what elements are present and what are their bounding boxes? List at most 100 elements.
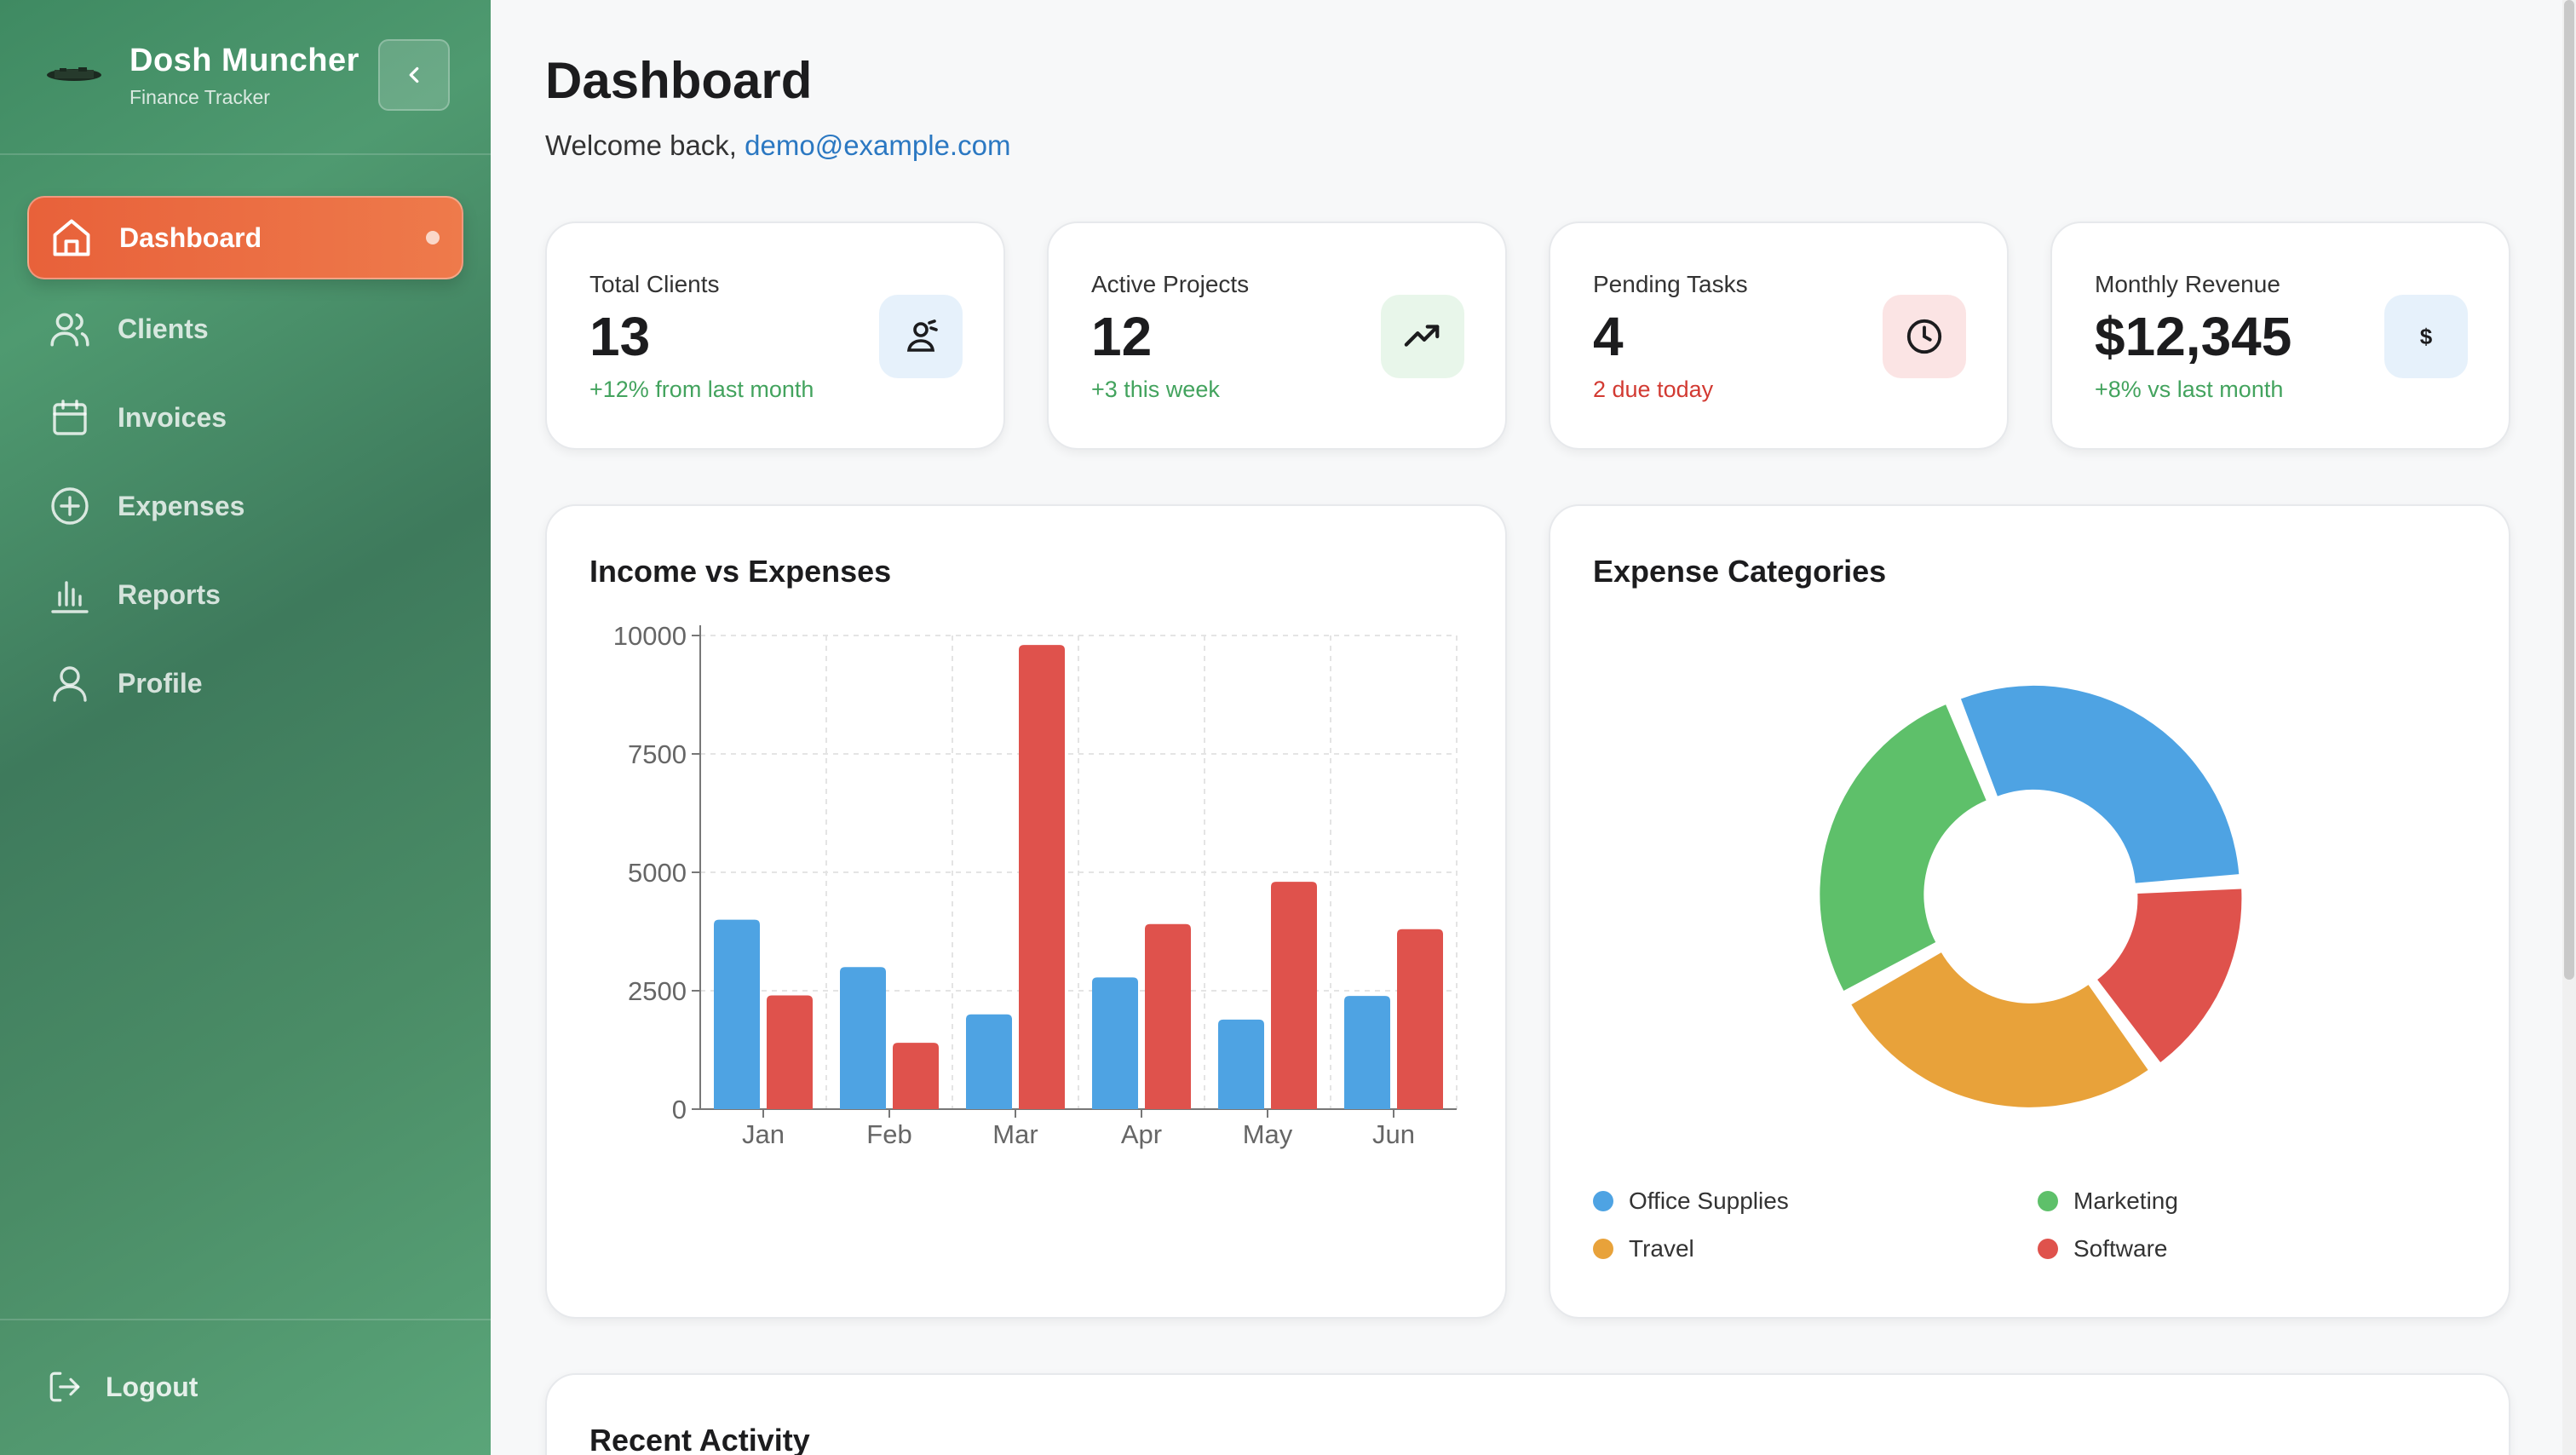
plus-circle-icon xyxy=(48,484,92,528)
sidebar-item-clients[interactable]: Clients xyxy=(27,287,463,371)
legend-label: Software xyxy=(2073,1235,2168,1262)
bar[interactable] xyxy=(1218,1019,1264,1109)
x-tick-label: Mar xyxy=(992,1119,1038,1149)
logout-button[interactable]: Logout xyxy=(46,1368,198,1406)
y-tick-label: 7500 xyxy=(628,739,687,769)
scrollbar-thumb[interactable] xyxy=(2564,0,2574,980)
sidebar-item-invoices[interactable]: Invoices xyxy=(27,376,463,459)
legend-dot xyxy=(2038,1239,2058,1259)
bar-chart-icon xyxy=(48,572,92,617)
stat-value: 13 xyxy=(589,306,651,367)
income-expenses-chart: 0 2500 5000 7500 10000 Jan Feb Mar Apr May Jun xyxy=(613,621,1458,1149)
x-tick-label: Jun xyxy=(1372,1119,1415,1149)
sidebar-item-label: Dashboard xyxy=(119,221,262,253)
legend-label: Travel xyxy=(1629,1235,1694,1262)
logout-label: Logout xyxy=(106,1371,198,1402)
stat-value: $12,345 xyxy=(2095,306,2292,367)
welcome-prefix: Welcome back, xyxy=(545,129,737,161)
chevron-left-icon xyxy=(409,66,419,83)
app-title: Dosh Muncher xyxy=(129,43,359,78)
sidebar-item-reports[interactable]: Reports xyxy=(27,553,463,636)
bar[interactable] xyxy=(1397,929,1443,1109)
stat-change: 2 due today xyxy=(1593,377,1714,402)
x-tick-label: Jan xyxy=(742,1119,785,1149)
income-expenses-panel: Income vs Expenses 0 2500 5000 7500 10000 Jan… xyxy=(545,504,1507,1319)
legend-item: Travel xyxy=(1593,1235,1694,1262)
stat-change: +8% vs last month xyxy=(2095,377,2284,402)
sidebar-item-label: Expenses xyxy=(118,490,245,521)
stat-value: 4 xyxy=(1593,306,1624,367)
legend-item: Office Supplies xyxy=(1593,1188,1789,1215)
stat-card-monthly-revenue: Monthly Revenue $12,345 +8% vs last mont… xyxy=(2050,221,2510,450)
legend-label: Office Supplies xyxy=(1629,1188,1789,1214)
active-dot xyxy=(426,231,440,244)
brand: Dosh Muncher Finance Tracker xyxy=(0,0,491,155)
bar[interactable] xyxy=(1092,977,1138,1109)
sidebar-item-label: Profile xyxy=(118,667,203,699)
pie-slice[interactable] xyxy=(2097,889,2242,1062)
legend-item: Marketing xyxy=(2038,1188,2178,1215)
panel-title: Recent Activity xyxy=(589,1423,810,1455)
user-icon xyxy=(48,661,92,705)
y-tick-label: 0 xyxy=(672,1095,687,1124)
bar[interactable] xyxy=(893,1043,939,1109)
collapse-sidebar-button[interactable] xyxy=(378,39,450,111)
sidebar-item-dashboard[interactable]: Dashboard xyxy=(27,196,463,279)
calendar-icon xyxy=(48,395,92,440)
users-icon xyxy=(48,307,92,351)
bar[interactable] xyxy=(1019,645,1065,1109)
bar[interactable] xyxy=(1271,882,1317,1109)
panel-title: Income vs Expenses xyxy=(589,554,892,589)
stat-label: Active Projects xyxy=(1091,271,1250,297)
page-title: Dashboard xyxy=(545,52,813,109)
dollar-glyph: $ xyxy=(2419,323,2433,349)
dollar-icon: $ xyxy=(2384,295,2468,378)
bar[interactable] xyxy=(966,1014,1012,1109)
stat-card-active-projects: Active Projects 12 +3 this week xyxy=(1047,221,1507,450)
pie-slice[interactable] xyxy=(1851,952,2148,1107)
stat-change: +12% from last month xyxy=(589,377,814,402)
logout-icon xyxy=(46,1368,83,1406)
stat-label: Monthly Revenue xyxy=(2095,271,2280,297)
y-tick-label: 10000 xyxy=(613,621,687,651)
bar[interactable] xyxy=(1145,923,1191,1109)
stat-change: +3 this week xyxy=(1091,377,1220,402)
recent-activity-panel: Recent Activity xyxy=(545,1373,2510,1455)
legend-dot xyxy=(1593,1191,1613,1211)
bar[interactable] xyxy=(714,919,760,1109)
panel-title: Expense Categories xyxy=(1593,554,1887,589)
legend-dot xyxy=(2038,1191,2058,1211)
chart-grid xyxy=(700,635,1458,1109)
bar[interactable] xyxy=(840,967,886,1109)
user-email-link[interactable]: demo@example.com xyxy=(745,129,1011,161)
pie-slice[interactable] xyxy=(1820,704,1987,991)
x-tick-label: Apr xyxy=(1121,1119,1162,1149)
legend-label: Marketing xyxy=(2073,1188,2178,1214)
trending-up-icon xyxy=(1381,295,1464,378)
stat-label: Pending Tasks xyxy=(1593,271,1748,297)
expense-categories-chart xyxy=(1820,685,2242,1107)
sidebar: Dosh Muncher Finance Tracker Dashboard C… xyxy=(0,0,491,1455)
legend-item: Software xyxy=(2038,1235,2168,1262)
pie-slice[interactable] xyxy=(1960,685,2240,883)
sidebar-item-expenses[interactable]: Expenses xyxy=(27,464,463,548)
logo-icon xyxy=(47,67,101,81)
stat-card-pending-tasks: Pending Tasks 4 2 due today xyxy=(1549,221,2009,450)
sidebar-item-label: Invoices xyxy=(118,401,227,433)
stat-label: Total Clients xyxy=(589,271,720,297)
expense-categories-panel: Expense Categories Office Supplies Marke… xyxy=(1549,504,2510,1319)
clock-icon xyxy=(1883,295,1966,378)
legend-dot xyxy=(1593,1239,1613,1259)
sidebar-item-profile[interactable]: Profile xyxy=(27,641,463,725)
x-tick-label: Feb xyxy=(866,1119,911,1149)
sidebar-item-label: Reports xyxy=(118,578,221,610)
x-tick-label: May xyxy=(1243,1119,1293,1149)
app-subtitle: Finance Tracker xyxy=(129,86,270,108)
bar[interactable] xyxy=(767,995,813,1109)
stat-card-total-clients: Total Clients 13 +12% from last month xyxy=(545,221,1005,450)
bar[interactable] xyxy=(1344,996,1390,1109)
welcome-text: Welcome back, demo@example.com xyxy=(545,129,1010,162)
y-tick-label: 5000 xyxy=(628,858,687,888)
home-icon xyxy=(49,216,94,260)
users-wave-icon xyxy=(879,295,963,378)
